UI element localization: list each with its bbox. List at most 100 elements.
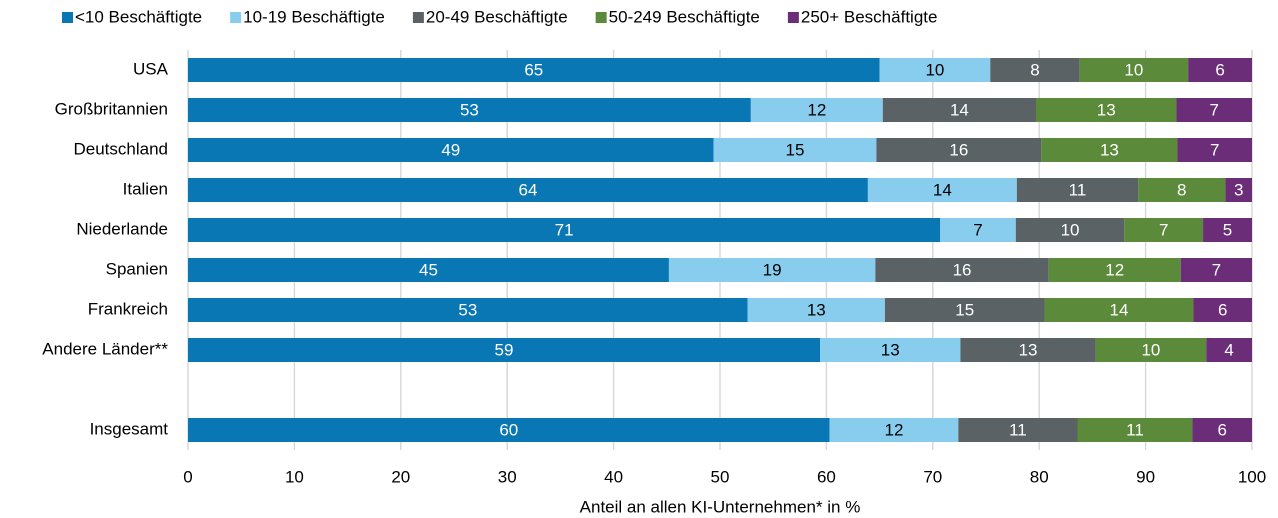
- bar-segment: [1188, 58, 1252, 82]
- data-label: 12: [807, 100, 826, 119]
- bar-segment: [1016, 178, 1139, 202]
- data-label: 13: [1019, 340, 1038, 359]
- bar-segment: [1015, 218, 1125, 242]
- bar-segment: [1225, 178, 1252, 202]
- bar-segment: [1206, 338, 1252, 362]
- data-label: 13: [1097, 100, 1116, 119]
- bar-segment: [1180, 258, 1252, 282]
- bar-segment: [1077, 418, 1193, 442]
- bar-segment: [188, 218, 941, 242]
- data-label: 12: [885, 420, 904, 439]
- bar-segment: [1095, 338, 1207, 362]
- y-tick-label: Frankreich: [88, 299, 168, 318]
- data-label: 59: [495, 340, 514, 359]
- bar-segment: [1124, 218, 1204, 242]
- x-tick-label: 60: [817, 467, 836, 486]
- bar-segment: [884, 298, 1045, 322]
- data-label: 3: [1234, 180, 1243, 199]
- y-tick-label: Insgesamt: [90, 419, 169, 438]
- data-label: 10: [925, 60, 944, 79]
- data-label: 13: [1100, 140, 1119, 159]
- data-label: 12: [1105, 260, 1124, 279]
- bar-segment: [713, 138, 877, 162]
- data-label: 11: [1069, 180, 1087, 199]
- legend-swatch: [62, 12, 73, 23]
- legend-label: 250+ Beschäftigte: [801, 7, 938, 26]
- data-label: 10: [1124, 60, 1143, 79]
- x-tick-label: 90: [1136, 467, 1155, 486]
- bar-segment: [188, 258, 669, 282]
- bar-segment: [1176, 98, 1252, 122]
- data-label: 7: [1210, 140, 1219, 159]
- data-label: 71: [555, 220, 574, 239]
- data-label: 13: [807, 300, 826, 319]
- bar-segment: [1177, 138, 1252, 162]
- bar-segment: [940, 218, 1016, 242]
- data-label: 53: [458, 300, 477, 319]
- x-tick-label: 20: [391, 467, 410, 486]
- bar-segment: [820, 338, 961, 362]
- bar-segment: [747, 298, 885, 322]
- bar-segment: [875, 258, 1049, 282]
- bar-segment: [1192, 418, 1252, 442]
- legend-swatch: [595, 12, 607, 23]
- data-label: 14: [933, 180, 952, 199]
- bar-segment: [1193, 298, 1252, 322]
- data-label: 53: [460, 100, 479, 119]
- bar-segment: [188, 298, 748, 322]
- data-label: 6: [1218, 300, 1227, 319]
- data-label: 15: [955, 300, 974, 319]
- bar-segment: [960, 338, 1096, 362]
- data-label: 8: [1177, 180, 1186, 199]
- data-label: 6: [1217, 420, 1226, 439]
- data-label: 16: [949, 140, 968, 159]
- data-label: 64: [518, 180, 537, 199]
- legend-label: 50-249 Beschäftigte: [609, 7, 760, 26]
- bar-segment: [188, 98, 751, 122]
- bar-segment: [1041, 138, 1178, 162]
- data-label: 10: [1061, 220, 1080, 239]
- bar-segment: [990, 58, 1080, 82]
- bar-segment: [879, 58, 991, 82]
- x-tick-label: 0: [183, 467, 192, 486]
- x-tick-label: 100: [1238, 467, 1266, 486]
- y-tick-label: Niederlande: [76, 219, 168, 238]
- bar-segment: [1138, 178, 1226, 202]
- data-label: 16: [953, 260, 972, 279]
- data-label: 7: [1159, 220, 1168, 239]
- bar-segment: [882, 98, 1037, 122]
- bar-segment: [188, 178, 868, 202]
- legend-swatch: [787, 12, 799, 23]
- bar-segment: [188, 138, 714, 162]
- bar-segment: [188, 58, 880, 82]
- bar-segment: [1048, 258, 1181, 282]
- data-label: 15: [786, 140, 805, 159]
- data-label: 10: [1141, 340, 1160, 359]
- legend-swatch: [230, 12, 242, 23]
- x-tick-label: 50: [711, 467, 730, 486]
- bar-segment: [867, 178, 1017, 202]
- legend-label: 10-19 Beschäftigte: [243, 7, 385, 26]
- data-label: 5: [1223, 220, 1232, 239]
- x-tick-label: 70: [923, 467, 942, 486]
- x-tick-label: 10: [285, 467, 304, 486]
- bar-segment: [876, 138, 1042, 162]
- x-tick-label: 40: [604, 467, 623, 486]
- y-tick-label: Andere Länder**: [42, 339, 168, 358]
- bar-segment: [1203, 218, 1252, 242]
- bar-segment: [188, 338, 821, 362]
- bar-segment: [188, 418, 830, 442]
- x-tick-label: 80: [1030, 467, 1049, 486]
- y-tick-label: Großbritannien: [55, 99, 168, 118]
- data-label: 60: [499, 420, 518, 439]
- data-label: 45: [419, 260, 438, 279]
- data-label: 11: [1126, 420, 1144, 439]
- y-tick-label: Italien: [123, 179, 168, 198]
- data-label: 6: [1215, 60, 1224, 79]
- data-label: 7: [1209, 100, 1218, 119]
- data-label: 8: [1030, 60, 1039, 79]
- bar-segment: [829, 418, 959, 442]
- data-label: 13: [881, 340, 900, 359]
- data-label: 11: [1009, 420, 1027, 439]
- data-label: 19: [763, 260, 782, 279]
